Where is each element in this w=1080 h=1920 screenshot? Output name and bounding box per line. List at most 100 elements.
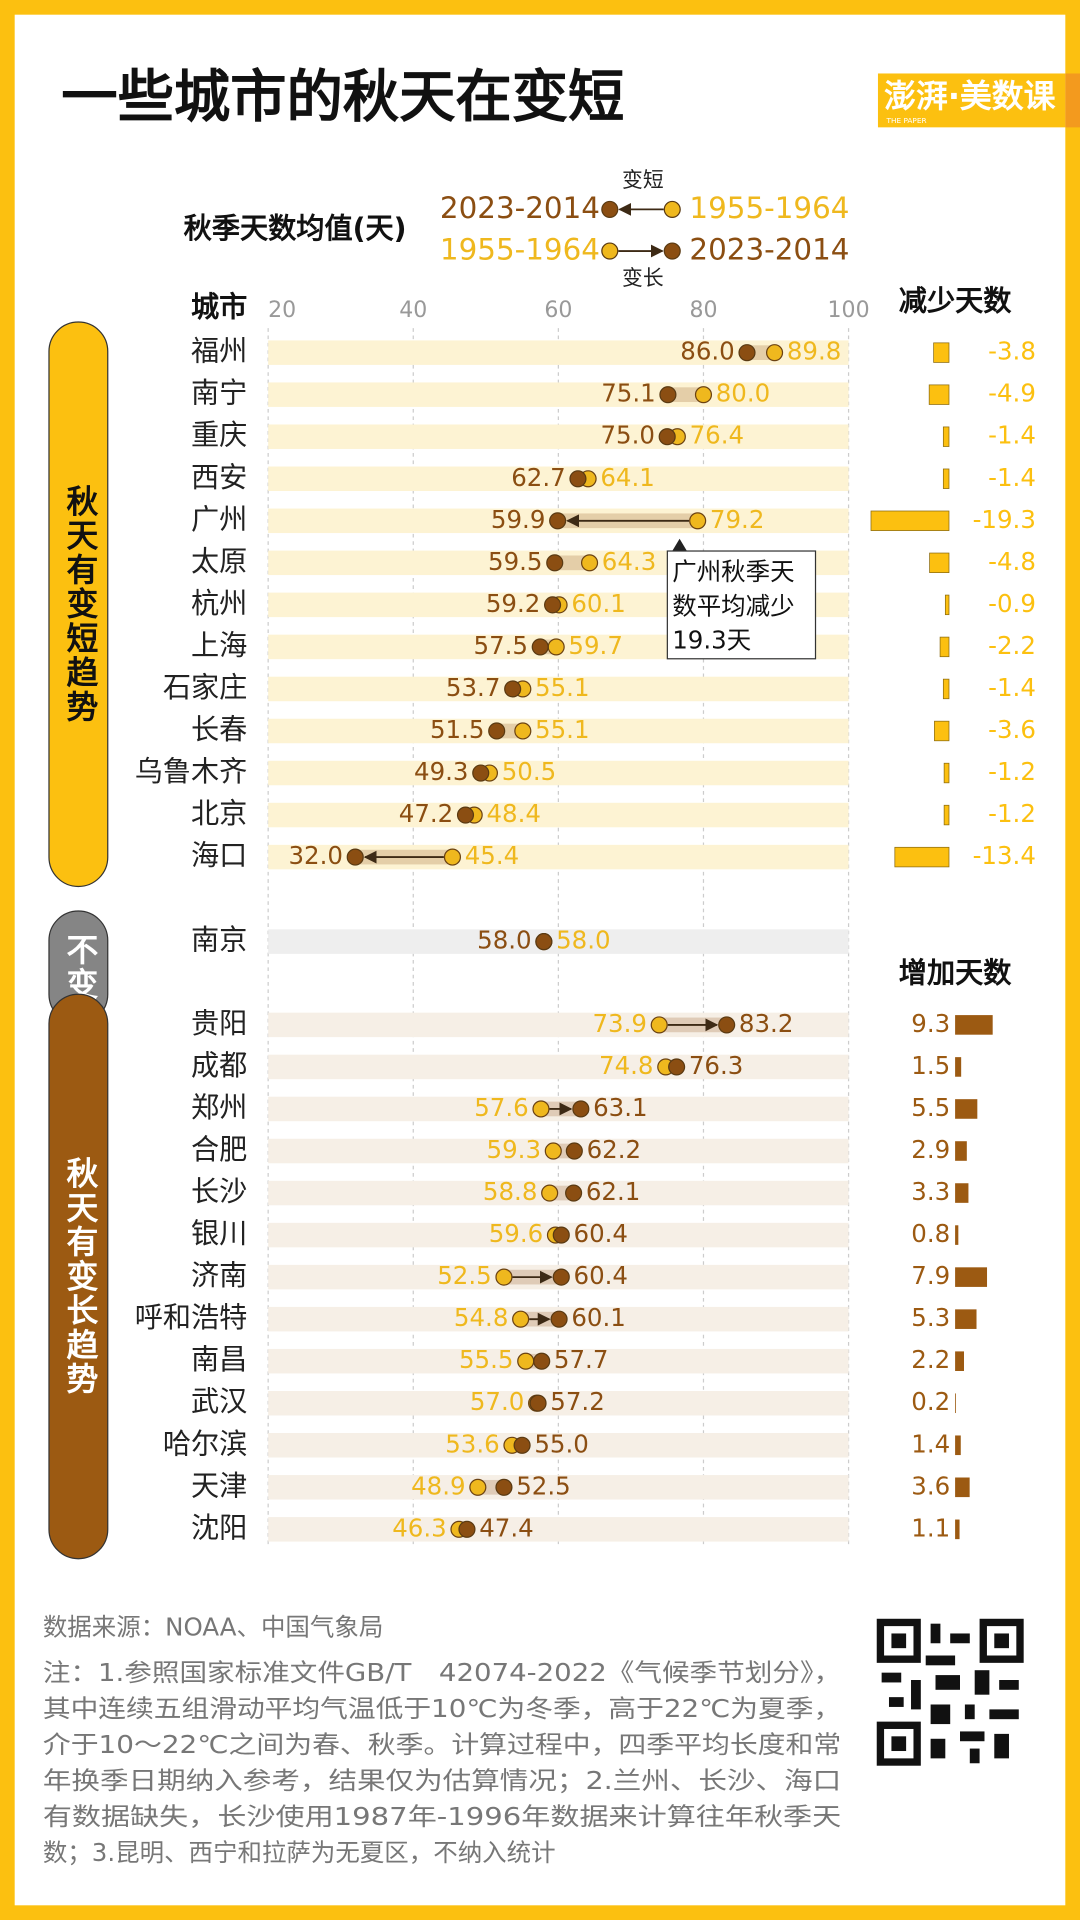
change-bar [955, 1225, 959, 1245]
value-label: 57.5 [474, 631, 528, 660]
value-label: 89.8 [787, 337, 841, 366]
group-pill [48, 321, 109, 888]
row-stripe [268, 1390, 849, 1416]
qr-dot [930, 1704, 951, 1725]
city-label: 南宁 [191, 377, 247, 410]
value-label: 63.1 [593, 1093, 647, 1122]
past-dot [517, 1352, 535, 1370]
value-label: 60.4 [574, 1219, 628, 1248]
value-label: 53.6 [445, 1429, 499, 1458]
value-label: 59.9 [491, 505, 545, 534]
value-label: 53.7 [446, 673, 500, 702]
recent-dot [552, 1226, 570, 1244]
change-label: 2.2 [911, 1345, 950, 1374]
recent-dot [458, 1520, 476, 1538]
value-label: 59.6 [489, 1219, 543, 1248]
group-label: 不变 [61, 933, 99, 1002]
qr-dot [881, 1672, 902, 1683]
qr-dot [989, 1709, 1019, 1720]
value-label: 73.9 [592, 1009, 646, 1038]
value-label: 80.0 [716, 379, 770, 408]
city-label: 贵阳 [191, 1007, 247, 1040]
canvas [14, 14, 1066, 1906]
value-label: 74.8 [599, 1051, 653, 1080]
recent-dot [488, 722, 506, 740]
value-label: 57.7 [554, 1345, 608, 1374]
value-label: 51.5 [430, 715, 484, 744]
past-dot [765, 344, 784, 362]
logo-box [877, 73, 1066, 128]
x-tick-label: 100 [828, 298, 870, 323]
past-dot [580, 554, 599, 572]
shade [667, 387, 704, 403]
city-label: 呼和浩特 [135, 1301, 248, 1334]
recent-dot [718, 1016, 736, 1034]
legend-note: 变短 [622, 168, 664, 192]
past-dot [544, 1142, 562, 1160]
change-label: 3.3 [911, 1177, 950, 1206]
city-label: 南京 [191, 924, 247, 957]
value-label: 60.1 [571, 1303, 625, 1332]
qr-dot [994, 1633, 1009, 1649]
x-tick-label: 20 [268, 298, 296, 323]
value-label: 64.1 [600, 463, 654, 492]
change-bar [955, 1057, 962, 1077]
change-header: 增加天数 [899, 957, 1012, 990]
value-label: 50.5 [502, 757, 556, 786]
change-bar [955, 1351, 964, 1371]
value-label: 57.6 [474, 1093, 528, 1122]
change-label: 2.9 [911, 1135, 950, 1164]
recent-dot [531, 638, 549, 656]
group-label: 秋天有变长趋势 [61, 1157, 99, 1397]
city-label: 长春 [191, 713, 247, 746]
value-label: 54.8 [454, 1303, 508, 1332]
group-label: 秋天有变短趋势 [61, 484, 99, 724]
qr-dot [950, 1633, 970, 1644]
change-label: -3.6 [988, 715, 1036, 744]
change-bar [939, 636, 950, 658]
recent-dot [513, 1436, 531, 1454]
change-bar [944, 594, 950, 616]
row-stripe [268, 1475, 849, 1500]
qr-dot [930, 1738, 946, 1759]
annotation-box [666, 550, 817, 660]
value-label: 47.4 [479, 1513, 533, 1542]
row-stripe [268, 1517, 849, 1542]
city-label: 沈阳 [191, 1511, 247, 1544]
value-label: 55.1 [535, 715, 589, 744]
change-label: -1.4 [988, 463, 1036, 492]
change-label: 0.2 [911, 1387, 950, 1416]
recent-dot [533, 1352, 551, 1370]
recent-dot [495, 1478, 513, 1496]
row-stripe [268, 676, 849, 702]
change-bar [928, 384, 950, 405]
legend-dot [663, 242, 681, 260]
change-label: 1.1 [911, 1513, 950, 1542]
qr-dot [930, 1623, 941, 1644]
qr-dot [974, 1670, 990, 1695]
change-label: -4.8 [988, 547, 1036, 576]
annotation-text: 数平均减少 [672, 591, 794, 620]
value-label: 55.5 [459, 1345, 513, 1374]
row-stripe [268, 382, 849, 407]
city-label: 合肥 [191, 1133, 247, 1166]
qr-dot [994, 1733, 1009, 1759]
group-pill [48, 993, 109, 1560]
city-label: 广州 [191, 503, 247, 536]
change-label: -1.4 [988, 421, 1036, 450]
change-label: 1.4 [911, 1429, 950, 1458]
chart-title: 一些城市的秋天在变短 [61, 65, 624, 130]
city-label: 北京 [191, 797, 247, 830]
recent-dot [552, 1268, 570, 1286]
change-bar [894, 846, 950, 868]
change-bar [955, 1309, 977, 1329]
change-bar [943, 762, 950, 784]
change-bar [929, 552, 950, 573]
change-bar [933, 342, 950, 363]
legend-label: 1955-1964 [440, 233, 600, 267]
value-label: 52.5 [516, 1471, 570, 1500]
city-label: 杭州 [191, 587, 247, 620]
recent-dot [543, 596, 562, 614]
row-stripe [268, 466, 849, 492]
